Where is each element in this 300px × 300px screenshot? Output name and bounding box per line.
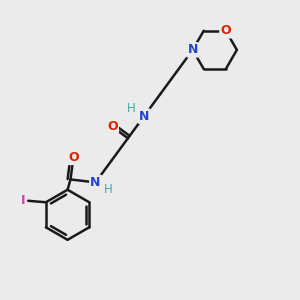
Text: N: N xyxy=(139,110,149,123)
Text: N: N xyxy=(90,176,101,189)
Text: I: I xyxy=(21,194,25,207)
Text: O: O xyxy=(220,24,231,37)
Text: O: O xyxy=(68,151,79,164)
Text: H: H xyxy=(103,183,112,196)
Text: N: N xyxy=(188,44,198,56)
Text: H: H xyxy=(128,102,136,115)
Text: O: O xyxy=(107,120,118,134)
